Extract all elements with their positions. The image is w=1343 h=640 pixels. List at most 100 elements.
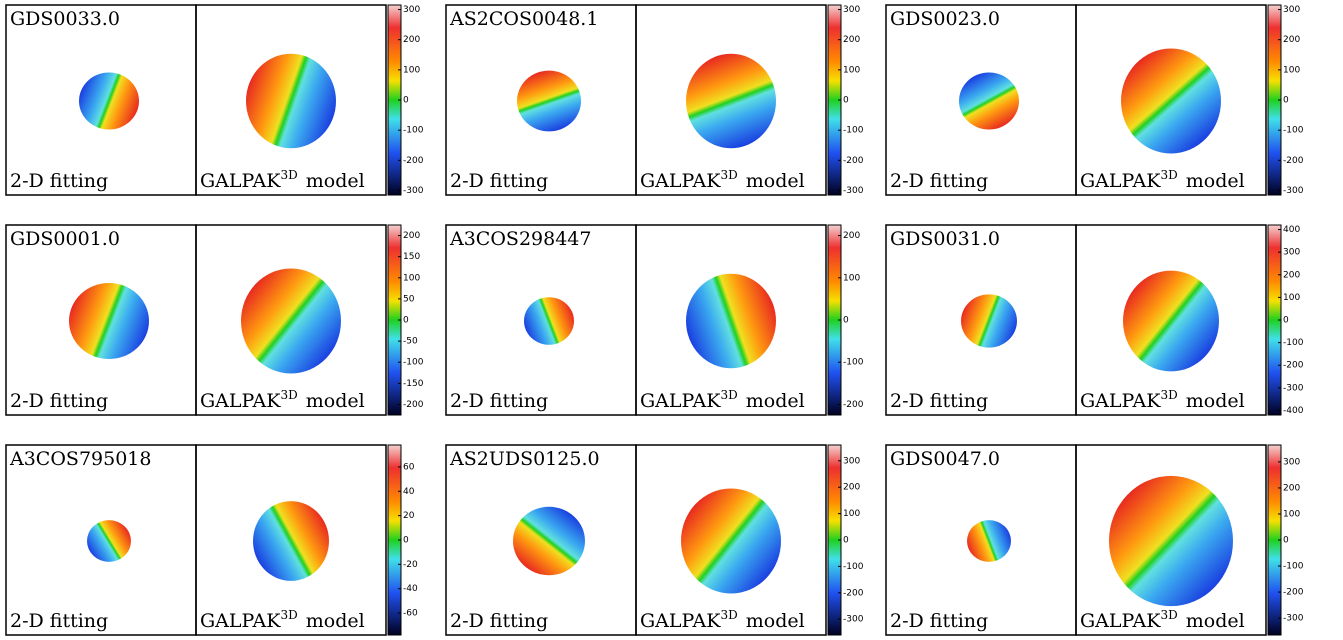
map-frame — [635, 444, 827, 636]
colorbar-tick-label: -200 — [403, 400, 424, 410]
colorbar-tick-label: 200 — [1283, 483, 1300, 493]
model-suffix: model — [306, 170, 365, 192]
model-name: GALPAK — [640, 390, 721, 412]
model-suffix: model — [746, 390, 805, 412]
model-name: GALPAK — [1080, 390, 1161, 412]
colorbar-tick-label: 20 — [403, 511, 415, 521]
colorbar-tick-label: -100 — [843, 126, 864, 136]
fit-label: 2-D fitting — [890, 610, 988, 632]
colorbar-tick-label: 0 — [403, 316, 409, 326]
velocity-map — [967, 520, 1011, 562]
colorbar-tick-label: -100 — [843, 562, 864, 572]
galaxy-name: AS2UDS0125.0 — [449, 448, 600, 470]
panel: GDS0047.0 2-D fitting GALPAK3D model 300 200 1… — [885, 444, 1304, 636]
velocity-map — [79, 72, 139, 130]
velocity-map — [513, 506, 585, 576]
colorbar-tick-label: -300 — [843, 186, 864, 196]
velocity-map — [961, 294, 1017, 348]
colorbar-tick-label: 200 — [1283, 35, 1300, 45]
model-name: GALPAK — [1080, 170, 1161, 192]
model-sup: 3D — [1160, 168, 1177, 182]
model-suffix: model — [746, 170, 805, 192]
model-sup: 3D — [720, 388, 737, 402]
colorbar-tick-label: -20 — [403, 560, 418, 570]
colorbar-tick-label: 100 — [1283, 65, 1300, 75]
model-name: GALPAK — [640, 170, 721, 192]
model-name: GALPAK — [640, 610, 721, 632]
colorbar-tick-label: -300 — [403, 186, 424, 196]
galaxy-name: GDS0047.0 — [890, 448, 1000, 470]
colorbar-tick-label: 100 — [843, 509, 860, 519]
panel: GDS0023.0 2-D fitting GALPAK3D model 300 200 1… — [885, 4, 1304, 196]
panel: A3COS298447 2-D fitting GALPAK3D model 200 10… — [445, 224, 864, 416]
model-sup: 3D — [720, 168, 737, 182]
colorbar-tick-label: 300 — [843, 5, 860, 15]
colorbar-tick-label: 300 — [1283, 248, 1300, 258]
model-map — [681, 488, 781, 594]
colorbar-tick-label: -150 — [403, 379, 424, 389]
model-name: GALPAK — [200, 170, 281, 192]
colorbar-tick-label: 300 — [1283, 457, 1300, 467]
colorbar-tick-label: -400 — [1283, 406, 1304, 416]
colorbar-tick-label: -300 — [1283, 186, 1304, 196]
map-frame — [635, 224, 827, 416]
panel: GDS0001.0 2-D fitting GALPAK3D model 200 150 1… — [5, 224, 424, 416]
colorbar-tick-label: 200 — [843, 35, 860, 45]
colorbar-tick-label: -100 — [1283, 562, 1304, 572]
colorbar-tick-label: -100 — [843, 358, 864, 368]
model-map — [1121, 48, 1221, 154]
model-map — [246, 53, 336, 149]
colorbar-tick-label: -100 — [1283, 126, 1304, 136]
model-suffix: model — [1186, 390, 1245, 412]
galaxy-name: GDS0023.0 — [890, 8, 1000, 30]
colorbar-tick-label: -200 — [843, 588, 864, 598]
colorbar-tick-label: 0 — [843, 536, 849, 546]
model-label: GALPAK3D model — [200, 608, 365, 632]
model-label: GALPAK3D model — [640, 388, 805, 412]
model-sup: 3D — [280, 168, 297, 182]
model-map — [1109, 475, 1233, 607]
colorbar-tick-label: 0 — [843, 96, 849, 106]
colorbar-tick-label: -200 — [1283, 588, 1304, 598]
panel: A3COS795018 2-D fitting GALPAK3D model 60 40 2… — [5, 444, 418, 636]
map-frame — [195, 444, 387, 636]
galaxy-name: AS2COS0048.1 — [449, 8, 598, 30]
fit-label: 2-D fitting — [450, 610, 548, 632]
colorbar-tick-label: 200 — [1283, 270, 1300, 280]
model-label: GALPAK3D model — [1080, 168, 1245, 192]
map-frame — [195, 224, 387, 416]
colorbar-tick-label: 200 — [403, 231, 420, 241]
colorbar-tick-label: -100 — [403, 358, 424, 368]
colorbar-tick-label: 150 — [403, 252, 420, 262]
colorbar-tick-label: 100 — [843, 65, 860, 75]
colorbar-tick-label: 100 — [843, 273, 860, 283]
colorbar-tick-label: 200 — [843, 483, 860, 493]
colorbar-tick-label: -300 — [1283, 383, 1304, 393]
fit-label: 2-D fitting — [10, 610, 108, 632]
model-suffix: model — [306, 390, 365, 412]
velocity-map — [524, 297, 574, 345]
colorbar-tick-label: 100 — [1283, 293, 1300, 303]
colorbar-tick-label: 0 — [1283, 96, 1289, 106]
model-map — [241, 268, 341, 374]
map-frame — [1075, 4, 1267, 196]
model-name: GALPAK — [1080, 610, 1161, 632]
panel: GDS0031.0 2-D fitting GALPAK3D model 400 300 2… — [885, 224, 1304, 416]
colorbar-tick-label: -40 — [403, 584, 418, 594]
colorbar-tick-label: 0 — [843, 316, 849, 326]
colorbar-tick-label: -300 — [1283, 614, 1304, 624]
fit-label: 2-D fitting — [450, 170, 548, 192]
panel: GDS0033.0 2-D fitting GALPAK3D model 300 200 1… — [5, 4, 424, 196]
model-sup: 3D — [1160, 388, 1177, 402]
colorbar-tick-label: -200 — [843, 156, 864, 166]
colorbar-tick-label: 400 — [1283, 225, 1300, 235]
colorbar-tick-label: 100 — [1283, 509, 1300, 519]
model-sup: 3D — [280, 388, 297, 402]
model-map — [253, 501, 329, 581]
colorbar-tick-label: 300 — [843, 456, 860, 466]
galaxy-name: GDS0033.0 — [10, 8, 120, 30]
model-map — [686, 53, 776, 149]
colorbar-tick-label: 0 — [403, 536, 409, 546]
colorbar-tick-label: 0 — [1283, 536, 1289, 546]
